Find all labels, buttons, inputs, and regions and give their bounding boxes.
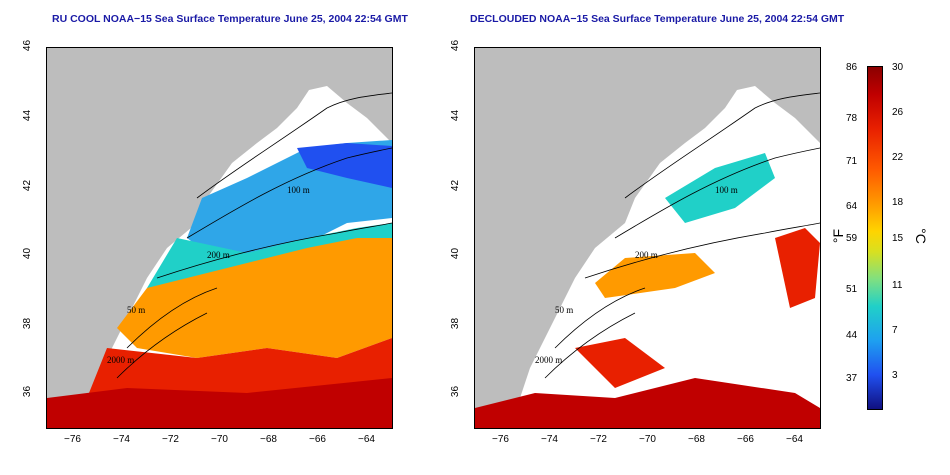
c-tick-15: 15 [892,233,904,244]
f-tick-44: 44 [846,330,858,341]
left-y-tick-36: 36 [22,385,34,398]
right-x-tick--64: −64 [786,434,803,445]
contour-label-100m: 100 m [287,185,310,195]
f-tick-64: 64 [846,201,858,212]
left-y-tick-44: 44 [22,109,34,122]
f-tick-37: 37 [846,373,858,384]
right-y-tick-38: 38 [450,317,462,330]
right-y-tick-44: 44 [450,109,462,122]
right-y-tick-46: 46 [450,39,462,52]
c-tick-11: 11 [892,280,903,291]
right-y-tick-36: 36 [450,385,462,398]
c-tick-7: 7 [892,325,898,336]
warm-shelf-patch [595,253,715,298]
hot-south [475,378,820,428]
c-tick-3: 3 [892,370,898,381]
f-tick-86: 86 [846,62,858,73]
left-x-tick--74: −74 [113,434,130,445]
f-tick-59: 59 [846,233,858,244]
right-x-tick--66: −66 [737,434,754,445]
fahrenheit-label: °F [830,228,847,244]
right-map: 100 m 200 m 50 m 2000 m [474,47,821,429]
land-mass [475,48,820,428]
f-tick-51: 51 [846,284,858,295]
left-y-tick-40: 40 [22,247,34,260]
right-x-tick--76: −76 [492,434,509,445]
contour-label-50m: 50 m [555,305,573,315]
right-y-tick-40: 40 [450,247,462,260]
contour-label-100m: 100 m [715,185,738,195]
left-x-tick--72: −72 [162,434,179,445]
left-panel-title: RU COOL NOAA−15 Sea Surface Temperature … [52,13,408,25]
left-map-image: 100 m 200 m 50 m 2000 m [47,48,392,428]
left-x-tick--66: −66 [309,434,326,445]
contour-label-200m: 200 m [207,250,230,260]
contour-label-200m: 200 m [635,250,658,260]
left-x-tick--76: −76 [64,434,81,445]
land-mass [47,48,392,428]
deep-cold-water [297,143,392,188]
right-x-tick--72: −72 [590,434,607,445]
right-map-image: 100 m 200 m 50 m 2000 m [475,48,820,428]
cold-patch [665,153,775,223]
right-x-tick--70: −70 [639,434,656,445]
contour-label-2000m: 2000 m [107,355,134,365]
right-x-tick--68: −68 [688,434,705,445]
warm-shelf [117,238,392,358]
hot-patch [575,338,665,388]
left-x-tick--70: −70 [211,434,228,445]
c-tick-18: 18 [892,197,904,208]
c-tick-22: 22 [892,152,904,163]
left-y-tick-38: 38 [22,317,34,330]
left-x-tick--68: −68 [260,434,277,445]
c-tick-26: 26 [892,107,904,118]
right-y-tick-42: 42 [450,179,462,192]
left-x-tick--64: −64 [358,434,375,445]
right-x-tick--74: −74 [541,434,558,445]
contour-label-2000m: 2000 m [535,355,562,365]
warm-patch-east [775,228,820,308]
f-tick-78: 78 [846,113,858,124]
c-tick-30: 30 [892,62,904,73]
hot-south [47,378,392,428]
celsius-label: °C [912,228,929,244]
contour-label-50m: 50 m [127,305,145,315]
left-map: 100 m 200 m 50 m 2000 m [46,47,393,429]
temperature-colorbar [867,66,883,410]
left-y-tick-46: 46 [22,39,34,52]
left-y-tick-42: 42 [22,179,34,192]
f-tick-71: 71 [846,156,858,167]
right-panel-title: DECLOUDED NOAA−15 Sea Surface Temperatur… [470,13,845,25]
